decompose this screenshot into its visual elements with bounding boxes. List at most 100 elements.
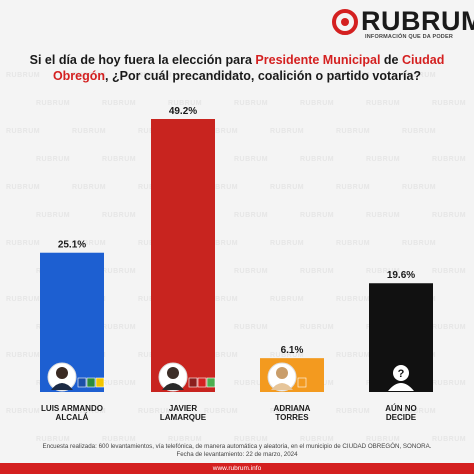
watermark-text: RUBRUM [6,128,41,135]
survey-question: Si el día de hoy fuera la elección para … [14,52,460,84]
watermark-text: RUBRUM [72,128,107,135]
question-part: Si el día de hoy fuera la elección para [29,53,256,67]
watermark-text: RUBRUM [336,128,371,135]
watermark-text: RUBRUM [366,212,401,219]
watermark-text: RUBRUM [6,408,41,415]
watermark-text: RUBRUM [336,296,371,303]
watermark-text: RUBRUM [402,72,437,79]
unknown-head-icon [393,365,409,381]
watermark-text: RUBRUM [72,72,107,79]
watermark-text: RUBRUM [234,268,269,275]
watermark-text: RUBRUM [270,408,305,415]
pvem-logo-icon [206,377,216,388]
watermark-text: RUBRUM [72,184,107,191]
watermark-text: RUBRUM [168,436,203,443]
watermark-text: RUBRUM [366,268,401,275]
watermark-text: RUBRUM [102,212,137,219]
watermark-text: RUBRUM [36,212,71,219]
watermark-text: RUBRUM [6,240,41,247]
watermark-text: RUBRUM [402,408,437,415]
watermark-text: RUBRUM [432,436,467,443]
watermark-text: RUBRUM [36,436,71,443]
watermark-text: RUBRUM [102,100,137,107]
watermark-text: RUBRUM [432,100,467,107]
watermark-text: RUBRUM [234,436,269,443]
candidate-head-icon [167,367,179,379]
watermark-text: RUBRUM [402,128,437,135]
watermark-text: RUBRUM [102,436,137,443]
rubrum-ring-icon [332,9,358,35]
watermark-text: RUBRUM [234,212,269,219]
candidate-name: JAVIER LAMARQUE [138,404,228,422]
watermark-text: RUBRUM [432,324,467,331]
candidate-name-line: JAVIER [168,404,198,413]
mc-logo-icon [297,377,307,388]
footer-url[interactable]: www.rubrum.info [0,463,474,474]
watermark-text: RUBRUM [300,100,335,107]
question-part: de [380,53,402,67]
watermark-text: RUBRUM [270,72,305,79]
methodology-line: Encuesta realizada: 600 levantamientos, … [42,443,432,450]
watermark-text: RUBRUM [366,156,401,163]
watermark-text: RUBRUM [234,380,269,387]
watermark-text: RUBRUM [336,72,371,79]
watermark-text: RUBRUM [204,296,239,303]
candidate-name-line: TORRES [275,413,309,422]
candidate-body-icon [51,383,73,390]
watermark-text: RUBRUM [6,72,41,79]
watermark-text: RUBRUM [270,240,305,247]
watermark-text: RUBRUM [300,324,335,331]
bar-value-label: 6.1% [281,345,304,356]
candidate-name-line: ADRIANA [273,404,311,413]
watermark-text: RUBRUM [204,240,239,247]
watermark-text: RUBRUM [402,240,437,247]
morena-logo-icon [188,377,198,388]
watermark-text: RUBRUM [432,212,467,219]
candidate-name: ADRIANA TORRES [247,404,337,422]
logo-wordmark: RUBRUM [361,6,474,36]
watermark-text: RUBRUM [234,100,269,107]
watermark-text: RUBRUM [138,72,173,79]
pt-logo-icon [197,377,207,388]
bar-value-label: 25.1% [58,240,86,251]
prd-logo-icon [95,377,105,388]
watermark-text: RUBRUM [270,128,305,135]
candidate-body-icon [162,383,184,390]
watermark-text: RUBRUM [102,380,137,387]
watermark-text: RUBRUM [36,156,71,163]
watermark-text: RUBRUM [204,352,239,359]
watermark-text: RUBRUM [432,268,467,275]
question-part: , ¿Por cuál precandidato, coalición o pa… [105,69,422,83]
survey-methodology: Encuesta realizada: 600 levantamientos, … [0,443,474,459]
question-highlight-office: Presidente Municipal [255,53,381,67]
candidate-head-icon [276,367,288,379]
watermark-text: RUBRUM [336,408,371,415]
pri-logo-icon [86,377,96,388]
candidate-name-line: AÚN NO [385,404,417,413]
watermark-text: RUBRUM [138,408,173,415]
watermark-text: RUBRUM [234,324,269,331]
candidate-name: LUIS ARMANDO ALCALÁ [27,404,117,422]
candidate-name-line: DECIDE [385,413,417,422]
watermark-text: RUBRUM [6,352,41,359]
watermark-text: RUBRUM [204,184,239,191]
watermark-text: RUBRUM [300,212,335,219]
watermark-text: RUBRUM [168,100,203,107]
bar-value-label: 49.2% [169,106,197,117]
logo-tagline: INFORMACIÓN QUE DA PODER [365,34,454,40]
watermark-text: RUBRUM [234,156,269,163]
watermark-text: RUBRUM [336,240,371,247]
candidate-head-icon [56,367,68,379]
question-highlight-city: Ciudad Obregón [52,53,445,83]
watermark-text: RUBRUM [366,100,401,107]
watermark-text: RUBRUM [36,100,71,107]
candidate-name-line: LAMARQUE [159,413,207,422]
question-mark-icon: ? [398,368,405,380]
watermark-text: RUBRUM [270,296,305,303]
watermark-text: RUBRUM [432,380,467,387]
unknown-body-icon [388,383,414,391]
watermark-text: RUBRUM [6,184,41,191]
watermark-text: RUBRUM [432,156,467,163]
